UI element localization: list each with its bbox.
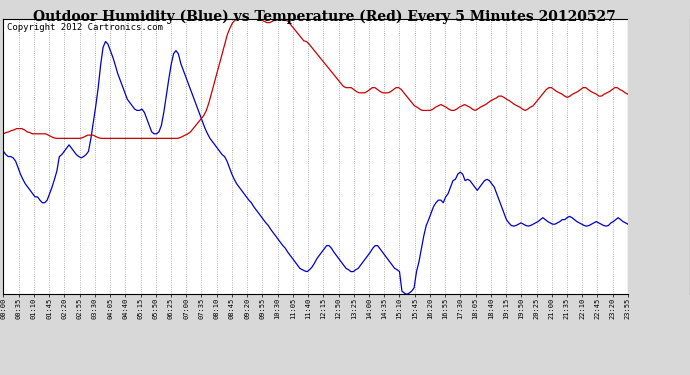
Text: Outdoor Humidity (Blue) vs Temperature (Red) Every 5 Minutes 20120527: Outdoor Humidity (Blue) vs Temperature (…	[33, 9, 615, 24]
Text: Copyright 2012 Cartronics.com: Copyright 2012 Cartronics.com	[7, 23, 162, 32]
